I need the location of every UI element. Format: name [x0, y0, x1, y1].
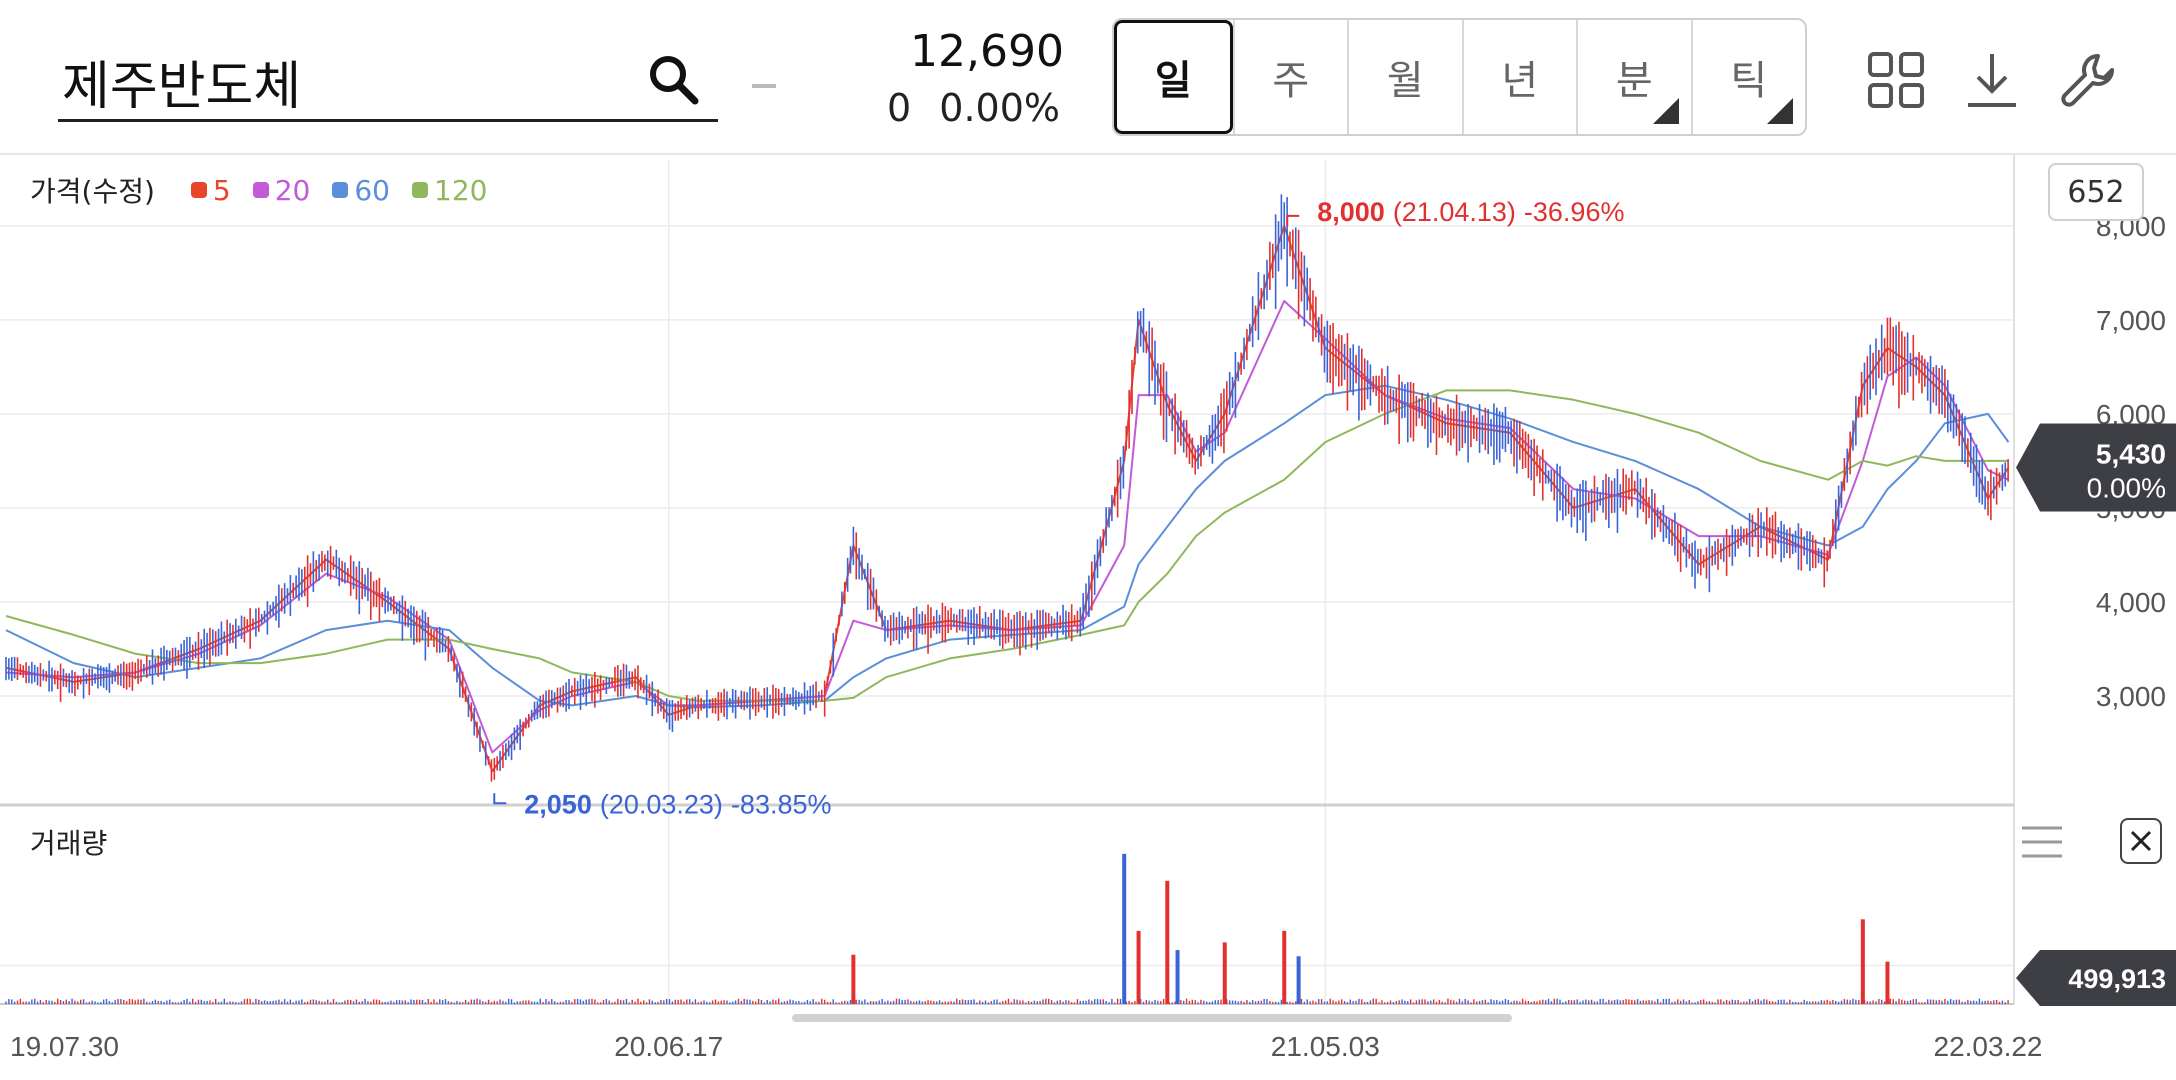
count-badge[interactable]: 652: [2048, 163, 2144, 221]
tab-month[interactable]: 월: [1347, 20, 1462, 134]
legend-item-ma20: 20: [252, 173, 311, 207]
legend-label: 5: [212, 173, 231, 207]
dash-indicator: [752, 84, 776, 88]
stock-chart[interactable]: 3,0004,0005,0006,0007,0008,00050,000K5,4…: [0, 155, 2176, 1080]
volume-spike: [851, 954, 856, 1004]
volume-spike: [1296, 956, 1301, 1004]
tab-week-label: 주: [1272, 58, 1310, 104]
chart-legend: 가격(수정) 5 20 60 120: [30, 170, 509, 210]
close-icon: [2130, 830, 2152, 852]
dropdown-corner-icon: [1767, 98, 1793, 124]
legend-label: 60: [354, 173, 390, 207]
volume-spike: [1860, 919, 1865, 1004]
volume-spike: [1175, 950, 1180, 1004]
price-change: 0 0.00%: [887, 86, 1060, 130]
tab-tick[interactable]: 틱: [1690, 20, 1806, 134]
ma5-line: [5, 224, 2010, 773]
search-field[interactable]: 제주반도체: [58, 38, 718, 122]
header-bar: 제주반도체 12,690 0 0.00% 일 주 월 년 분 틱: [0, 0, 2176, 155]
y-tick-label: 3,000: [2096, 681, 2166, 712]
x-tick-label: 21.05.03: [1271, 1031, 1380, 1062]
ma60-line: [5, 384, 2010, 709]
current-volume-badge: [2016, 950, 2176, 1006]
tab-day[interactable]: 일: [1114, 20, 1233, 134]
current-price-badge: [2016, 423, 2176, 512]
y-tick-label: 4,000: [2096, 587, 2166, 618]
current-price-change: 0.00%: [2087, 472, 2166, 503]
x-tick-label: 22.03.22: [1934, 1031, 2043, 1062]
low-annotation-pct: -83.85%: [731, 789, 832, 819]
tab-year-label: 년: [1501, 58, 1539, 104]
volume-spike: [1165, 880, 1170, 1004]
x-tick-label: 19.07.30: [10, 1031, 119, 1062]
tab-minute[interactable]: 분: [1576, 20, 1691, 134]
menu-icon[interactable]: [2020, 822, 2064, 862]
legend-item-ma5: 5: [190, 173, 231, 207]
x-tick-label: 20.06.17: [614, 1031, 723, 1062]
chart-title: 가격(수정): [30, 175, 155, 208]
horizontal-scrollbar[interactable]: [792, 1014, 1512, 1022]
volume-title: 거래량: [30, 827, 108, 860]
current-price: 12,690: [910, 26, 1064, 77]
search-input-value[interactable]: 제주반도체: [62, 57, 302, 117]
volume-spike: [1122, 853, 1127, 1004]
legend-item-ma60: 60: [332, 174, 390, 207]
tab-day-label: 일: [1154, 58, 1192, 104]
search-icon[interactable]: [646, 52, 700, 106]
ma20-line: [5, 300, 2009, 754]
tab-week[interactable]: 주: [1232, 20, 1348, 134]
tab-year[interactable]: 년: [1461, 20, 1577, 134]
high-annotation-value: 8,000: [1317, 197, 1385, 227]
dropdown-corner-icon: [1652, 98, 1679, 124]
y-tick-label: 7,000: [2096, 305, 2166, 336]
legend-swatch: [252, 182, 269, 198]
volume-spike: [1136, 930, 1141, 1004]
legend-label: 20: [274, 173, 311, 207]
legend-label: 120: [434, 173, 488, 207]
close-volume-button[interactable]: [2120, 818, 2162, 864]
legend-swatch: [412, 182, 428, 198]
high-marker-arrow: [1286, 214, 1300, 226]
wrench-icon[interactable]: [2058, 50, 2118, 110]
legend-swatch: [332, 182, 349, 198]
high-annotation: 8,000 (21.04.13) -36.96%: [1317, 197, 1624, 227]
volume-spike: [1885, 961, 1890, 1004]
volume-spike: [1282, 930, 1287, 1004]
current-price-value: 5,430: [2096, 438, 2166, 469]
tab-minute-label: 분: [1615, 58, 1653, 104]
high-annotation-pct: -36.96%: [1524, 197, 1625, 227]
volume-spike: [1222, 942, 1227, 1004]
low-marker-arrow: [493, 793, 507, 805]
low-annotation: 2,050 (20.03.23) -83.85%: [524, 789, 831, 819]
ma120-line: [5, 389, 2009, 702]
low-annotation-date: (20.03.23): [600, 789, 723, 819]
period-tabs: 일 주 월 년 분 틱: [1112, 18, 1807, 136]
grid-icon[interactable]: [1866, 50, 1926, 110]
tab-tick-label: 틱: [1730, 58, 1768, 104]
download-icon[interactable]: [1962, 50, 2022, 110]
low-annotation-value: 2,050: [524, 789, 592, 819]
legend-swatch: [190, 182, 207, 198]
high-annotation-date: (21.04.13): [1393, 197, 1516, 227]
tab-month-label: 월: [1386, 58, 1424, 104]
legend-item-ma120: 120: [412, 174, 487, 207]
current-volume-value: 499,913: [2068, 964, 2166, 994]
